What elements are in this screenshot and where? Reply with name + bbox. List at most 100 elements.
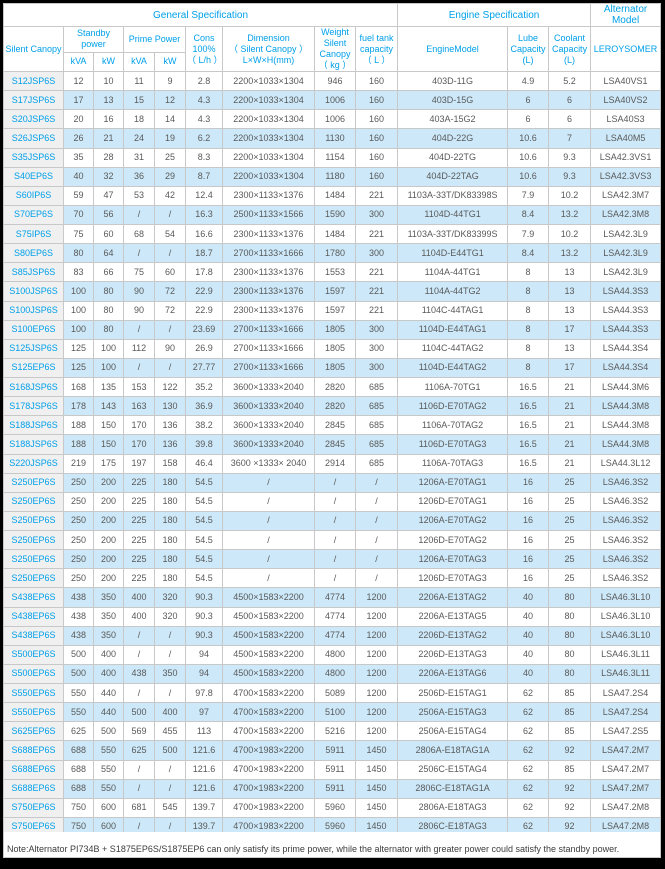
spec-value-cell: 68 <box>123 223 155 245</box>
table-row: S188JSP6S 188 150 170 136 39.8 3600×1333×2040 2… <box>3 434 662 455</box>
spec-value-cell: 438 <box>63 606 94 627</box>
spec-value-cell: 160 <box>354 147 399 168</box>
spec-value-cell: LSA47.2M7 <box>590 740 662 761</box>
spec-value-cell: / <box>222 549 315 570</box>
spec-value-cell: 60 <box>93 223 124 245</box>
spec-value-cell: LSA46.3L10 <box>590 606 662 627</box>
spec-value-cell: 16.5 <box>507 376 550 398</box>
model-name-cell: S250EP6S <box>3 529 64 551</box>
spec-value-cell: / <box>123 644 155 665</box>
spec-value-cell: 17 <box>548 319 592 340</box>
spec-value-cell: 8 <box>507 262 550 283</box>
spec-value-cell: 946 <box>314 70 356 92</box>
spec-value-cell: 2806A-E18TAG1A <box>397 740 509 761</box>
spec-value-cell: 2506D-E15TAG1 <box>397 682 509 704</box>
spec-value-cell: 27.77 <box>185 357 223 379</box>
spec-value-cell: 139.7 <box>185 816 223 838</box>
spec-value-cell: 160 <box>354 109 399 130</box>
spec-value-cell: / <box>314 491 356 512</box>
spec-value-cell: 2300×1133×1376 <box>222 300 315 321</box>
spec-value-cell: 40 <box>63 166 94 187</box>
spec-value-cell: 200 <box>93 510 124 532</box>
spec-value-cell: LSA44.3M8 <box>590 415 662 436</box>
model-name-cell: S750EP6S <box>3 816 64 838</box>
spec-value-cell: 1104A-44TG2 <box>397 281 509 302</box>
spec-value-cell: LSA46.3S2 <box>590 510 662 532</box>
spec-value-cell: 136 <box>154 434 186 455</box>
spec-value-cell: 2506A-E15TAG3 <box>397 702 509 723</box>
spec-value-cell: / <box>222 510 315 532</box>
spec-value-cell: 12 <box>154 90 186 111</box>
table-row: S500EP6S 500 400//94 4500×1583×2200 4800 1200… <box>3 644 662 665</box>
spec-value-cell: 300 <box>354 338 399 359</box>
model-name-cell: S125JSP6S <box>3 338 64 359</box>
spec-value-cell: 200 <box>93 529 124 551</box>
spec-value-cell: 16.3 <box>185 204 223 226</box>
table-row: S20JSP6S 20 16 18 14 4.3 2200×1033×1304 1006 160… <box>3 109 662 130</box>
spec-value-cell: 2700×1133×1666 <box>222 338 315 359</box>
spec-value-cell: / <box>314 529 356 551</box>
spec-value-cell: 16.6 <box>185 223 223 245</box>
spec-value-cell: 1805 <box>314 357 356 379</box>
model-name-cell: S188JSP6S <box>3 434 64 455</box>
spec-value-cell: 60 <box>154 262 186 283</box>
spec-value-cell: 688 <box>63 740 94 761</box>
spec-value-cell: 7.9 <box>507 223 550 245</box>
spec-value-cell: 180 <box>154 491 186 512</box>
spec-value-cell: 39.8 <box>185 434 223 455</box>
spec-value-cell: 24 <box>123 128 155 149</box>
spec-value-cell: 54.5 <box>185 568 223 589</box>
spec-value-cell: / <box>354 472 399 493</box>
spec-value-cell: / <box>354 549 399 570</box>
group-header-engine-specification: Engine Specification <box>397 3 592 27</box>
spec-value-cell: 550 <box>93 778 124 799</box>
spec-value-cell: / <box>123 759 155 780</box>
spec-value-cell: 625 <box>63 721 94 742</box>
spec-value-cell: 180 <box>154 510 186 532</box>
spec-value-cell: 1206A-E70TAG2 <box>397 510 509 532</box>
spec-value-cell: 500 <box>154 740 186 761</box>
spec-value-cell: 350 <box>93 587 124 608</box>
table-row: S35JSP6S 35 28 31 25 8.3 2200×1033×1304 1154 160… <box>3 147 662 168</box>
spec-value-cell: 22.9 <box>185 300 223 321</box>
col-header-cons: Cons 100% （ L/h ） <box>185 26 223 72</box>
spec-value-cell: / <box>222 568 315 589</box>
spec-value-cell: 8 <box>507 338 550 359</box>
spec-value-cell: 8.4 <box>507 204 550 226</box>
spec-value-cell: 550 <box>93 740 124 761</box>
spec-value-cell: 219 <box>63 453 94 474</box>
model-name-cell: S100JSP6S <box>3 281 64 302</box>
spec-value-cell: LSA46.3S2 <box>590 472 662 493</box>
spec-value-cell: 80 <box>63 243 94 264</box>
spec-value-cell: 13 <box>548 338 592 359</box>
spec-value-cell: / <box>354 491 399 512</box>
spec-value-cell: 15 <box>123 90 155 111</box>
spec-value-cell: 1805 <box>314 319 356 340</box>
spec-value-cell: 38.2 <box>185 415 223 436</box>
spec-value-cell: 12.4 <box>185 185 223 206</box>
spec-value-cell: 17 <box>548 357 592 379</box>
spec-value-cell: 158 <box>154 453 186 474</box>
spec-value-cell: LSA46.3L11 <box>590 644 662 665</box>
table-row: S438EP6S 438 350//90.3 4500×1583×2200 4774 12… <box>3 625 662 646</box>
spec-value-cell: 66 <box>93 262 124 283</box>
spec-value-cell: 1106D-E70TAG3 <box>397 434 509 455</box>
spec-value-cell: 62 <box>507 778 550 799</box>
table-row: S500EP6S 500 400 438 350 94 4500×1583×2200 4800… <box>3 663 662 685</box>
spec-value-cell: LSA44.3S3 <box>590 319 662 340</box>
spec-value-cell: 438 <box>123 663 155 685</box>
spec-value-cell: 4774 <box>314 587 356 608</box>
spec-value-cell: 16 <box>507 491 550 512</box>
spec-value-cell: 6 <box>507 90 550 111</box>
spec-value-cell: 21 <box>548 396 592 417</box>
spec-value-cell: 160 <box>354 70 399 92</box>
spec-value-cell: 160 <box>354 166 399 187</box>
spec-value-cell: 3600 ×1333× 2040 <box>222 453 315 474</box>
spec-value-cell: 2200×1033×1304 <box>222 147 315 168</box>
spec-value-cell: 2206A-E13TAG5 <box>397 606 509 627</box>
spec-value-cell: 85 <box>548 759 592 780</box>
spec-value-cell: 121.6 <box>185 778 223 799</box>
spec-value-cell: / <box>154 319 186 340</box>
spec-value-cell: 5216 <box>314 721 356 742</box>
spec-value-cell: 200 <box>93 568 124 589</box>
